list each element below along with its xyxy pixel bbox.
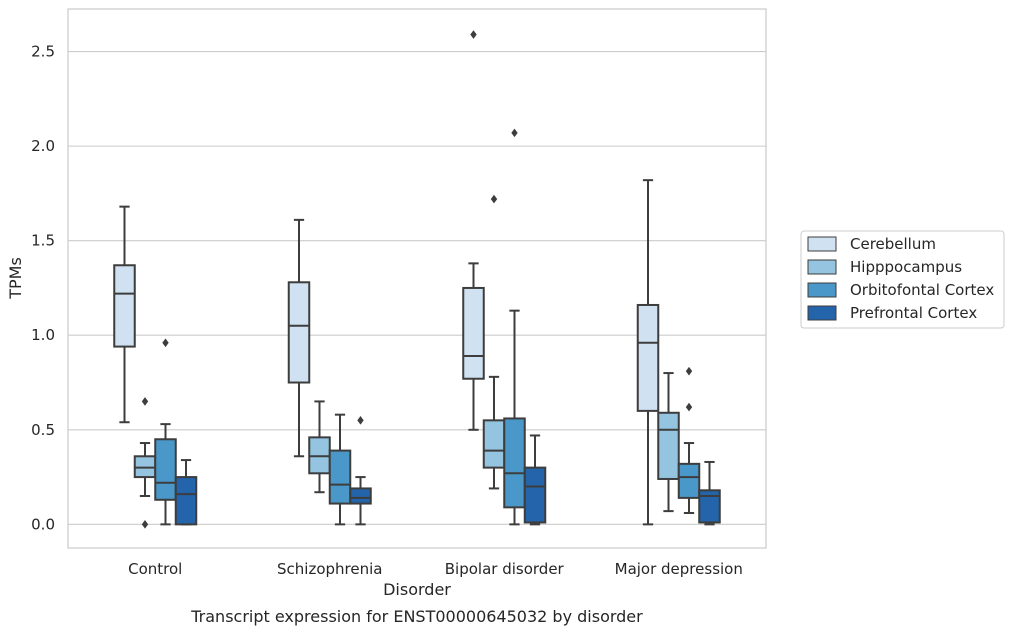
series-prefrontal-cortex [174, 416, 721, 526]
legend-label: Hipppocampus [850, 258, 962, 276]
outlier-point [357, 416, 364, 425]
box-plot-series [113, 30, 721, 529]
y-tick-label: 0.0 [31, 515, 55, 533]
series-hipppocampus [133, 194, 680, 529]
box-body [657, 411, 680, 480]
x-tick-label: Schizophrenia [277, 560, 382, 578]
box [523, 434, 547, 526]
outlier-point [141, 397, 149, 406]
y-tick-label: 2.0 [31, 137, 55, 155]
box [287, 218, 311, 458]
outlier-point [162, 338, 169, 348]
y-axis-label: TPMs [6, 257, 25, 300]
legend-frame [800, 230, 1005, 329]
series-cerebellum [113, 30, 660, 526]
y-tick-label: 2.5 [31, 43, 55, 61]
box-body [287, 281, 311, 384]
y-tick-labels: 0.0 0.5 1.0 1.5 2.0 2.5 [31, 43, 55, 534]
outlier-point [141, 520, 149, 529]
box [174, 459, 198, 526]
legend-item: Hipppocampus [807, 258, 962, 276]
legend-label: Prefrontal Cortex [850, 304, 977, 322]
box [462, 30, 485, 431]
x-tick-labels: Control Schizophrenia Bipolar disorder Majo… [128, 560, 743, 578]
x-tick-label: Bipolar disorder [445, 560, 565, 578]
y-tick-label: 0.5 [31, 421, 55, 439]
legend-item: Orbitofontal Cortex [807, 281, 994, 299]
series-orbitofontal-cortex [154, 128, 701, 526]
legend-label: Orbitofontal Cortex [850, 281, 994, 299]
box-body [482, 419, 506, 469]
box-body [113, 264, 136, 348]
chart-caption: Transcript expression for ENST0000064503… [190, 607, 643, 626]
plot-frame [67, 8, 767, 549]
box [154, 338, 177, 526]
box [113, 205, 136, 424]
legend-item: Prefrontal Cortex [807, 304, 977, 322]
box-body [677, 462, 701, 499]
box [328, 413, 352, 526]
legend-swatch [807, 259, 837, 275]
box [698, 460, 721, 526]
box [133, 397, 157, 529]
y-tick-label: 1.0 [31, 326, 55, 344]
box-body [154, 438, 177, 501]
box-body [698, 489, 721, 524]
outlier-point [490, 194, 498, 204]
legend-swatch [807, 305, 837, 321]
box [349, 416, 372, 526]
box-body [174, 476, 198, 526]
x-axis-label: Disorder [383, 580, 451, 599]
x-tick-label: Control [128, 560, 182, 578]
box [677, 366, 701, 515]
outlier-point [685, 402, 693, 412]
box-body [328, 449, 352, 505]
legend-item: Cerebellum [807, 235, 936, 253]
box-body [462, 286, 485, 380]
box-body [523, 466, 547, 524]
box [657, 372, 680, 513]
box [503, 128, 526, 526]
legend-label: Cerebellum [850, 235, 936, 253]
legend-swatch [807, 282, 837, 298]
outlier-point [685, 366, 693, 376]
box-body [503, 417, 526, 509]
legend-swatch [807, 236, 837, 252]
box-body [636, 303, 660, 412]
outlier-point [511, 128, 518, 138]
x-tick-label: Major depression [615, 560, 743, 578]
outlier-point [470, 30, 477, 39]
box [482, 194, 506, 490]
box-body [349, 487, 372, 505]
y-tick-label: 1.5 [31, 232, 55, 250]
box [308, 400, 331, 494]
legend: Cerebellum Hipppocampus Orbitofontal Corte… [800, 230, 1005, 329]
box [636, 179, 660, 526]
